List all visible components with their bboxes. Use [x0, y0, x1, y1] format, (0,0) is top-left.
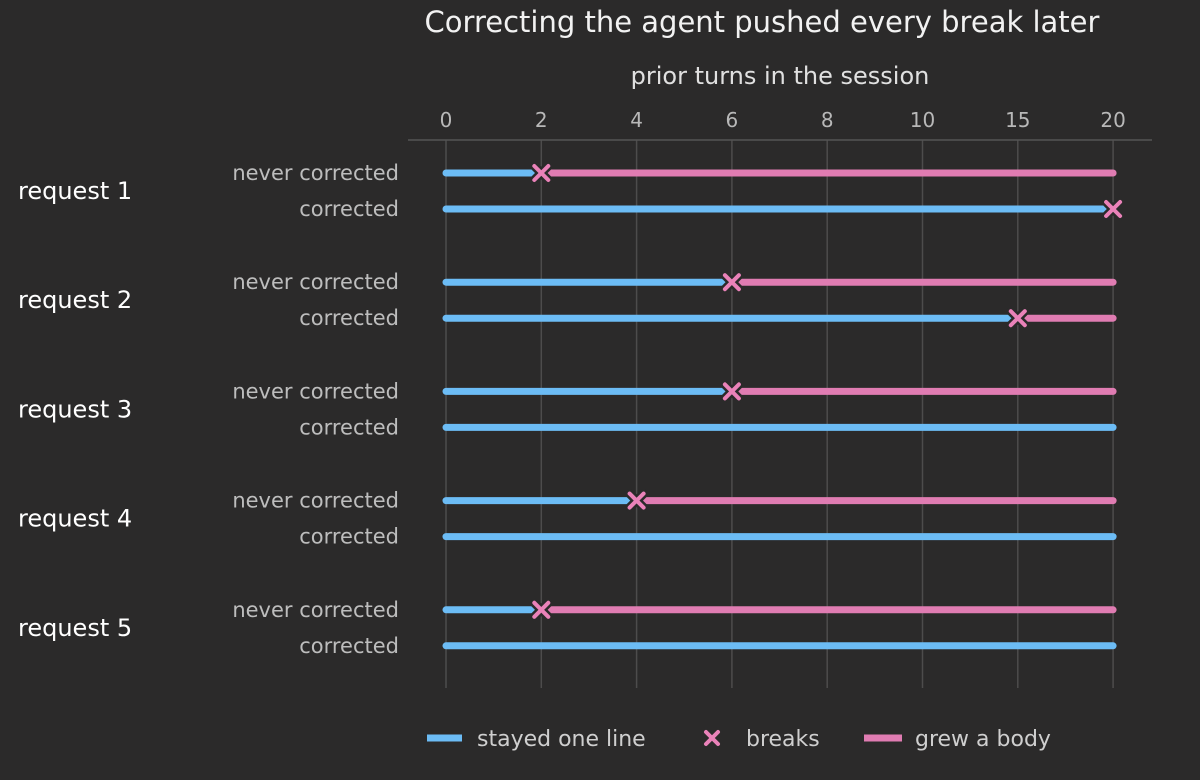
- request-group: request 3 never corrected corrected: [18, 379, 1117, 439]
- x-tick-label: 2: [535, 108, 548, 132]
- request-group: request 2 never corrected corrected: [18, 270, 1117, 330]
- x-tick-label: 10: [910, 108, 935, 132]
- break-marker: [625, 489, 649, 513]
- x-axis-title: prior turns in the session: [631, 62, 930, 90]
- break-marker: [529, 161, 553, 185]
- row-label: never corrected: [232, 270, 399, 294]
- x-tick-label: 4: [630, 108, 643, 132]
- break-marker: [720, 379, 744, 403]
- row-label: corrected: [299, 306, 399, 330]
- row-label: never corrected: [232, 598, 399, 622]
- break-marker: [720, 270, 744, 294]
- legend: stayed one line breaks grew a body: [427, 727, 1051, 752]
- x-tick-label: 0: [440, 108, 453, 132]
- break-marker: [1101, 197, 1125, 221]
- request-label: request 3: [18, 395, 132, 423]
- x-tick-label: 15: [1005, 108, 1030, 132]
- request-group: request 5 never corrected corrected: [18, 598, 1117, 658]
- legend-label-body: grew a body: [915, 727, 1051, 752]
- row-label: never corrected: [232, 161, 399, 185]
- legend-label-breaks: breaks: [746, 727, 820, 752]
- break-marker: [529, 598, 553, 622]
- legend-label-one-line: stayed one line: [477, 727, 646, 752]
- row-label: corrected: [299, 415, 399, 439]
- x-tick-label: 8: [821, 108, 834, 132]
- row-label: corrected: [299, 525, 399, 549]
- x-axis-ticks: 0 2 4 6 8 10 15 20: [440, 108, 1126, 132]
- x-tick-label: 6: [726, 108, 739, 132]
- legend-swatch-breaks: [701, 727, 723, 749]
- request-label: request 4: [18, 505, 132, 533]
- request-group: request 1 never corrected corrected: [18, 161, 1125, 221]
- grid-layer: [445, 140, 1114, 688]
- row-label: corrected: [299, 197, 399, 221]
- row-label: corrected: [299, 634, 399, 658]
- row-label: never corrected: [232, 489, 399, 513]
- request-label: request 5: [18, 614, 132, 642]
- chart-title: Correcting the agent pushed every break …: [425, 5, 1100, 39]
- request-label: request 1: [18, 177, 132, 205]
- request-group: request 4 never corrected corrected: [18, 489, 1117, 549]
- x-tick-label: 20: [1100, 108, 1125, 132]
- break-marker: [1006, 306, 1030, 330]
- request-label: request 2: [18, 286, 132, 314]
- row-label: never corrected: [232, 379, 399, 403]
